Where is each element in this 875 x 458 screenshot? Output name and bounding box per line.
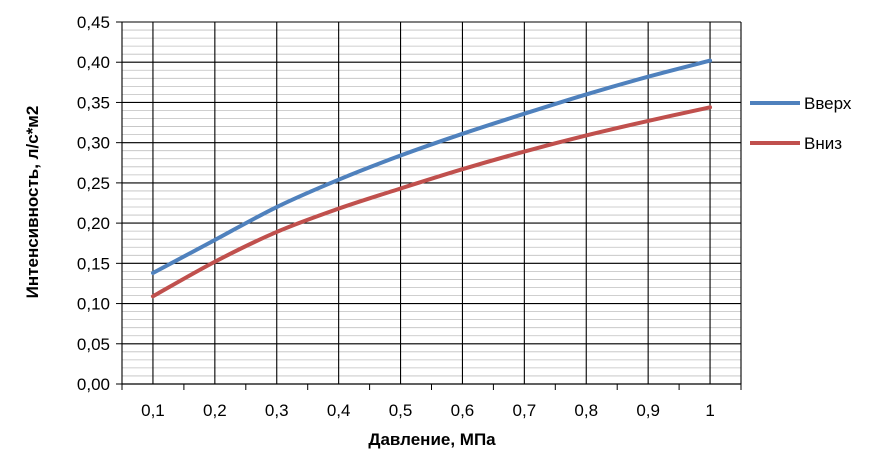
x-tick-label: 0,6 (451, 401, 475, 420)
y-tick-label: 0,00 (77, 375, 110, 394)
y-tick-label: 0,25 (77, 174, 110, 193)
legend: Вверх Вниз (750, 94, 852, 153)
x-tick-label: 0,3 (265, 401, 289, 420)
x-tick-label: 1 (705, 401, 714, 420)
x-tick-label: 0,8 (574, 401, 598, 420)
x-axis-title: Давление, МПа (368, 430, 496, 449)
x-tick-label: 0,5 (389, 401, 413, 420)
y-tick-label: 0,20 (77, 214, 110, 233)
y-axis-title: Интенсивность, л/с*м2 (23, 106, 42, 299)
x-tick-label: 0,1 (141, 401, 165, 420)
series-lines (150, 58, 713, 299)
y-tick-label: 0,45 (77, 13, 110, 32)
series-line-2 (150, 105, 713, 299)
y-axis-ticks: 0,00 0,05 0,10 0,15 0,20 0,25 0,30 0,35 0,40 0,45 (77, 13, 122, 394)
y-tick-label: 0,10 (77, 295, 110, 314)
legend-label: Вниз (804, 134, 842, 153)
x-tick-label: 0,7 (513, 401, 537, 420)
y-tick-label: 0,35 (77, 93, 110, 112)
y-tick-label: 0,30 (77, 134, 110, 153)
x-tick-label: 0,2 (203, 401, 227, 420)
y-tick-label: 0,05 (77, 335, 110, 354)
legend-label: Вверх (804, 94, 852, 113)
y-tick-label: 0,40 (77, 53, 110, 72)
y-tick-label: 0,15 (77, 254, 110, 273)
x-axis-ticks: 0,1 0,2 0,3 0,4 0,5 0,6 0,7 0,8 0,9 1 (121, 383, 742, 420)
x-tick-label: 0,9 (636, 401, 660, 420)
series-line-1 (150, 58, 713, 275)
x-tick-label: 0,4 (327, 401, 351, 420)
